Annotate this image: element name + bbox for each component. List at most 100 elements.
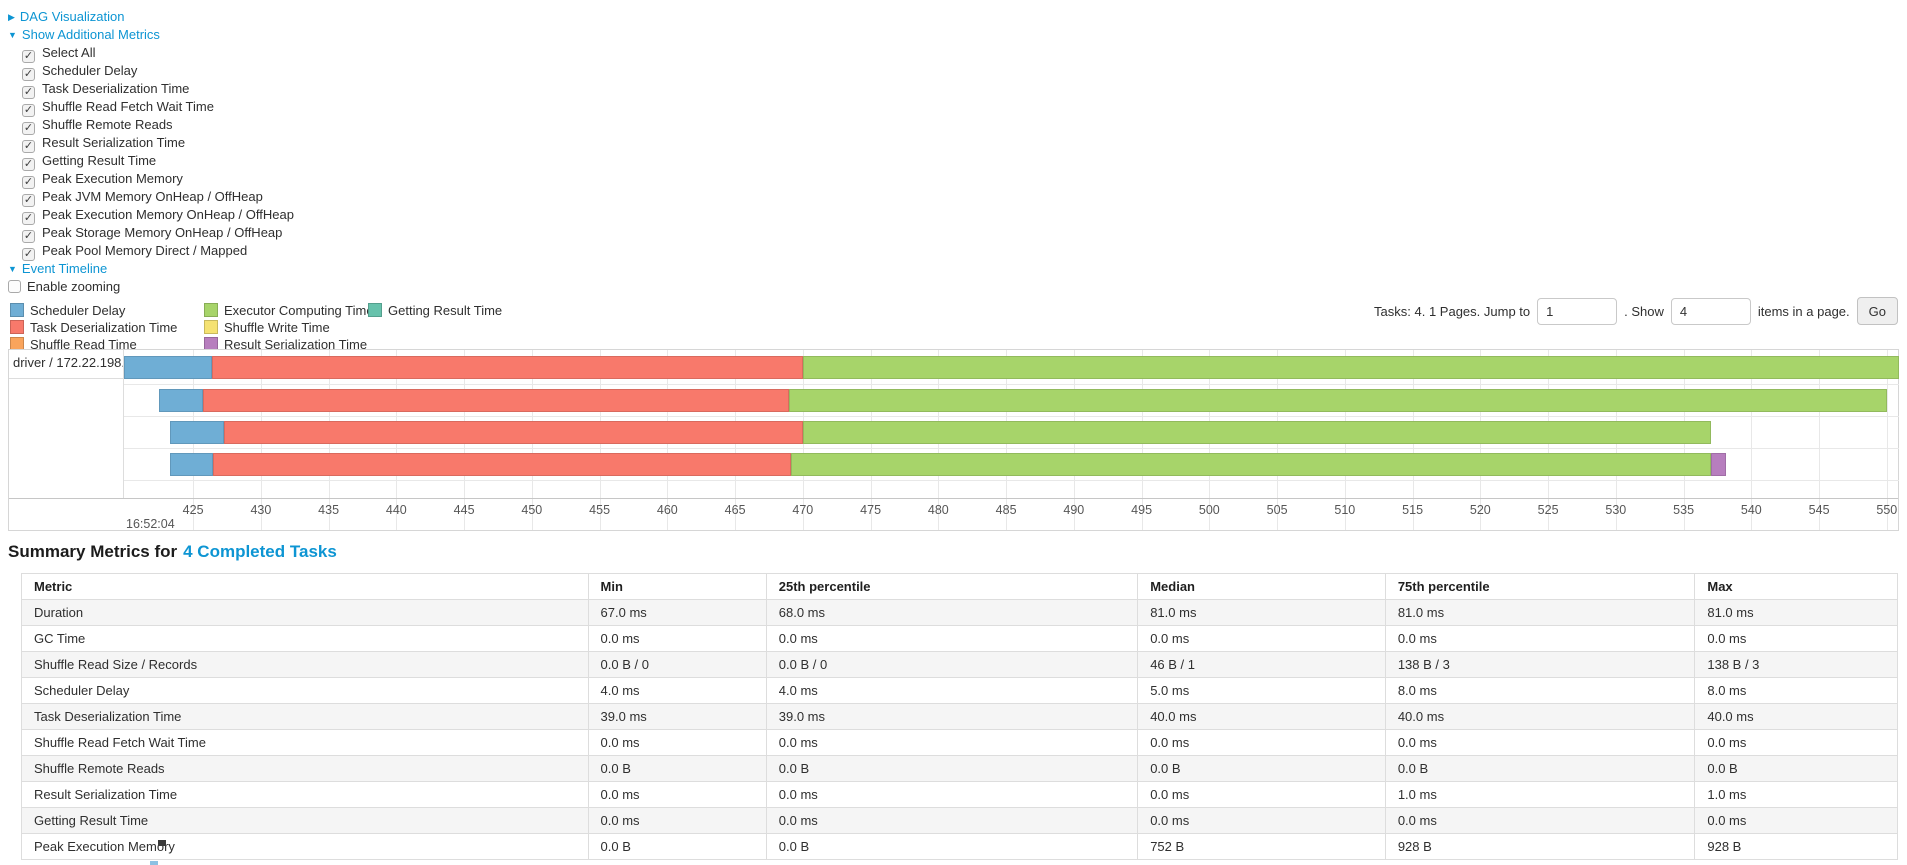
metric-checkbox-label: Task Deserialization Time <box>42 81 190 96</box>
summary-table-cell: 0.0 ms <box>1137 781 1386 808</box>
metric-checkbox[interactable]: ✓ <box>22 176 35 189</box>
summary-table-cell: 81.0 ms <box>1384 599 1696 626</box>
metric-checkbox[interactable]: ✓ <box>22 50 35 63</box>
timeline-axis-tick-label: 535 <box>1673 503 1695 517</box>
dag-visualization-label: DAG Visualization <box>19 9 125 24</box>
task-segment-scheduler-delay[interactable] <box>170 452 214 476</box>
timeline-axis-tick-label: 430 <box>250 503 272 517</box>
task-segment-task-deserialization[interactable] <box>212 356 803 379</box>
metric-checkbox[interactable]: ✓ <box>22 158 35 171</box>
summary-table-cell: Scheduler Delay <box>21 677 589 704</box>
tasks-count-text: Tasks: 4. 1 Pages. Jump to <box>1374 303 1531 319</box>
legend-item: Getting Result Time <box>368 303 502 320</box>
timeline-vertical-gridline <box>1751 350 1753 530</box>
timeline-axis-tick-label: 455 <box>589 503 611 517</box>
metric-checkbox[interactable]: ✓ <box>22 230 35 243</box>
show-additional-metrics-label: Show Additional Metrics <box>21 27 160 42</box>
task-segment-executor-computing[interactable] <box>790 452 1711 476</box>
metric-checkbox[interactable]: ✓ <box>22 68 35 81</box>
timeline-horizontal-gridline <box>124 416 1899 417</box>
summary-table-cell: 0.0 ms <box>1137 729 1386 756</box>
summary-table-cell: 0.0 B <box>1384 755 1696 782</box>
metric-checkbox-row: ✓ Peak Execution Memory OnHeap / OffHeap <box>22 206 294 225</box>
metric-checkbox[interactable]: ✓ <box>22 194 35 207</box>
metric-checkbox[interactable]: ✓ <box>22 104 35 117</box>
task-segment-task-deserialization[interactable] <box>213 452 791 476</box>
summary-table-cell: 40.0 ms <box>1384 703 1696 730</box>
summary-table-cell: 138 B / 3 <box>1694 651 1898 678</box>
legend-item: Executor Computing Time <box>204 303 374 320</box>
result-serialization-legend-label: Result Serialization Time <box>224 337 368 352</box>
task-segment-task-deserialization[interactable] <box>202 388 790 412</box>
task-segment-executor-computing[interactable] <box>802 356 1899 379</box>
metric-checkbox[interactable]: ✓ <box>22 140 35 153</box>
metric-checkbox-row: ✓ Peak JVM Memory OnHeap / OffHeap <box>22 188 294 207</box>
summary-table-cell: 0.0 B <box>765 833 1139 860</box>
timeline-axis-tick-label: 545 <box>1808 503 1830 517</box>
summary-table-cell: 0.0 ms <box>1694 807 1898 834</box>
timeline-axis-tick-label: 510 <box>1334 503 1356 517</box>
task-segment-scheduler-delay[interactable] <box>124 356 213 379</box>
metric-checkbox[interactable]: ✓ <box>22 248 35 261</box>
task-segment-executor-computing[interactable] <box>789 388 1887 412</box>
jump-to-page-input[interactable] <box>1537 297 1618 325</box>
summary-table-cell: 81.0 ms <box>1694 599 1898 626</box>
summary-table-cell: 0.0 ms <box>1137 807 1386 834</box>
summary-table-row: Shuffle Remote Reads 0.0 B 0.0 B 0.0 B 0.0 B… <box>21 755 1898 782</box>
timeline-horizontal-gridline <box>124 384 1899 385</box>
summary-table-cell: 81.0 ms <box>1137 599 1386 626</box>
summary-table-cell: Getting Result Time <box>21 807 589 834</box>
summary-table-row: Getting Result Time 0.0 ms 0.0 ms 0.0 ms 0.0… <box>21 807 1898 834</box>
getting-result-legend-swatch <box>368 303 382 317</box>
metric-checkbox-row: ✓ Peak Storage Memory OnHeap / OffHeap <box>22 224 294 243</box>
task-segment-result-serialization[interactable] <box>1710 452 1726 476</box>
summary-table-cell: 0.0 ms <box>587 807 767 834</box>
metric-checkbox[interactable]: ✓ <box>22 86 35 99</box>
summary-table-header-row: Metric Min 25th percentile Median 75th perce… <box>21 573 1898 600</box>
items-in-page-text: items in a page. <box>1757 303 1850 319</box>
enable-zooming-row: Enable zooming <box>8 278 294 296</box>
metric-checkbox-row: ✓ Select All <box>22 44 294 63</box>
event-timeline-chart: driver / 172.22.198.104 4254304354404454… <box>8 349 1899 531</box>
task-segment-executor-computing[interactable] <box>802 420 1711 444</box>
task-deserialization-legend-label: Task Deserialization Time <box>30 320 178 335</box>
show-additional-metrics-toggle[interactable]: ▼ Show Additional Metrics <box>8 26 294 44</box>
timeline-axis-major-label: 16:52:04 <box>126 517 175 531</box>
summary-table-header-cell: 75th percentile <box>1384 573 1696 600</box>
legend-item: Shuffle Read Time <box>10 337 137 354</box>
timeline-axis-tick-label: 515 <box>1402 503 1424 517</box>
summary-table-cell: Duration <box>21 599 589 626</box>
summary-table-cell: 138 B / 3 <box>1384 651 1696 678</box>
task-segment-task-deserialization[interactable] <box>224 420 803 444</box>
event-timeline-toggle[interactable]: ▼ Event Timeline <box>8 260 294 278</box>
task-segment-scheduler-delay[interactable] <box>170 420 225 444</box>
scheduler-delay-legend-label: Scheduler Delay <box>30 303 126 318</box>
timeline-axis-tick-label: 550 <box>1876 503 1898 517</box>
timeline-axis-tick-label: 460 <box>656 503 678 517</box>
shuffle-write-legend-label: Shuffle Write Time <box>224 320 330 335</box>
summary-table-cell: 39.0 ms <box>765 703 1139 730</box>
summary-table-cell: 0.0 ms <box>765 781 1139 808</box>
dag-visualization-toggle[interactable]: ▶ DAG Visualization <box>8 8 294 26</box>
items-per-page-input[interactable] <box>1670 297 1751 325</box>
summary-table-cell: 0.0 B <box>765 755 1139 782</box>
metric-checkbox-row: ✓ Result Serialization Time <box>22 134 294 153</box>
timeline-axis-line <box>9 498 1898 499</box>
summary-table-cell: 0.0 ms <box>765 625 1139 652</box>
go-button[interactable]: Go <box>1856 297 1898 325</box>
shuffle-write-legend-swatch <box>204 320 218 334</box>
metric-checkbox[interactable]: ✓ <box>22 122 35 135</box>
summary-table-cell: 1.0 ms <box>1384 781 1696 808</box>
summary-table-cell: 1.0 ms <box>1694 781 1898 808</box>
completed-tasks-link[interactable]: 4 Completed Tasks <box>183 542 337 561</box>
timeline-axis-tick-label: 465 <box>724 503 746 517</box>
summary-table-cell: 0.0 B <box>1137 755 1386 782</box>
enable-zooming-checkbox[interactable] <box>8 280 21 293</box>
task-segment-scheduler-delay[interactable] <box>159 388 203 412</box>
summary-table-cell: 0.0 ms <box>1384 625 1696 652</box>
metric-checkbox[interactable]: ✓ <box>22 212 35 225</box>
clipped-link-sliver <box>150 861 158 865</box>
summary-table-cell: Shuffle Remote Reads <box>21 755 589 782</box>
timeline-plot-area: 425 430 435 440 445 450 455 460 465 470 475 480 485 4… <box>124 350 1899 530</box>
summary-table-cell: 0.0 ms <box>765 729 1139 756</box>
